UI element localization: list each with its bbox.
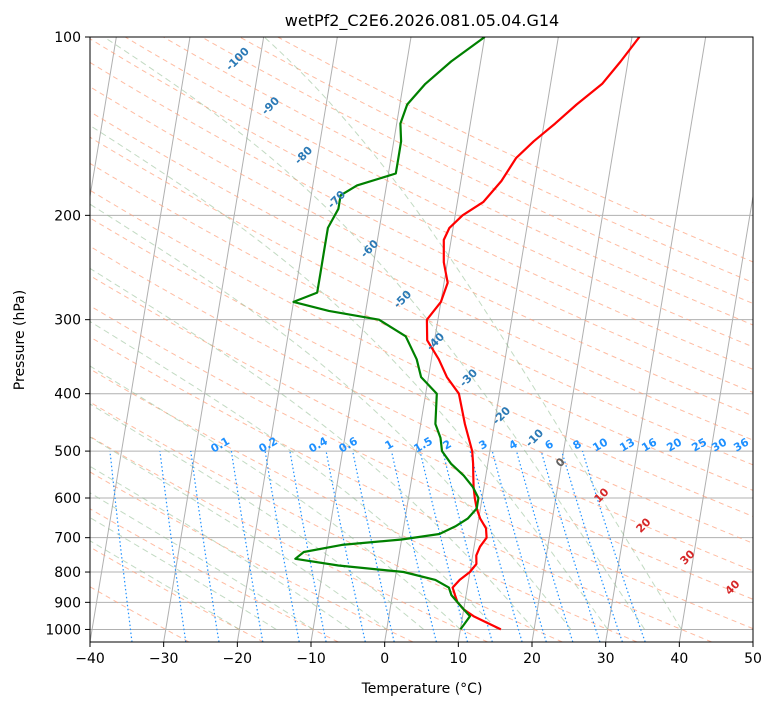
isotherm-line: [605, 37, 707, 642]
mixing-ratio-line: [581, 450, 646, 642]
mixing-ratio-line: [264, 451, 300, 642]
background-lines: [90, 37, 753, 642]
isotherm-line: [90, 37, 191, 642]
mixing-ratio-line: [469, 450, 523, 642]
dry-adiabat-line: [239, 37, 753, 284]
plot-frame: [89, 36, 754, 643]
mixing-ratio-line: [352, 450, 395, 642]
temperature-profile-line: [425, 37, 641, 631]
y-tick-label: 800: [54, 565, 81, 581]
dry-adiabat-line: [90, 162, 753, 491]
dry-adiabat-line: [90, 61, 753, 393]
x-tick-label: 20: [523, 651, 541, 667]
pressure-gridlines: [90, 36, 753, 630]
moist-adiabat-line: [90, 124, 609, 630]
dry-adiabat-line: [90, 245, 753, 572]
moist-adiabat-line: [263, 37, 682, 630]
x-tick-label: 0: [380, 651, 389, 667]
moist-adiabat-line: [90, 403, 424, 630]
x-tick-label: 10: [449, 651, 467, 667]
y-tick-label: 300: [54, 313, 81, 329]
moist-adiabat-line: [103, 37, 646, 630]
dry-adiabat-line: [90, 189, 753, 517]
y-tick-label: 900: [54, 595, 81, 611]
y-tick-label: 700: [54, 531, 81, 547]
dry-adiabat-line: [90, 217, 753, 544]
moist-adiabat-line: [90, 203, 572, 630]
dry-adiabat-line: [201, 37, 753, 305]
isotherm-line: [678, 193, 753, 642]
x-axis-title: Temperature (°C): [361, 681, 483, 697]
y-axis-title: Pressure (hPa): [12, 290, 28, 390]
isotherm-line: [457, 37, 559, 642]
dry-adiabat-line: [90, 38, 753, 370]
mixing-ratio-line: [561, 450, 623, 642]
y-tick-label: 200: [54, 208, 81, 224]
mixing-ratio-line: [491, 450, 547, 642]
y-tick-label: 400: [54, 387, 81, 403]
mixing-ratio-line: [325, 450, 366, 642]
isotherm-line: [384, 37, 486, 642]
y-axis-ticks: 100 200 300 400 500 600 700 800 900 1000: [45, 30, 90, 638]
moist-adiabat-line: [90, 365, 461, 630]
dewpoint-profile-line: [292, 37, 486, 631]
dry-adiabat-line: [90, 111, 753, 441]
x-tick-label: −40: [75, 651, 105, 667]
y-tick-label: 1000: [45, 622, 81, 638]
isotherm-line: [531, 37, 633, 642]
dry-adiabat-line: [90, 336, 712, 642]
moist-adiabat-line: [90, 320, 498, 630]
x-tick-label: 30: [597, 651, 615, 667]
y-tick-label: 100: [54, 30, 81, 46]
y-tick-label: 600: [54, 491, 81, 507]
mixing-ratio-line: [442, 450, 493, 642]
mixing-ratio-line: [390, 450, 437, 642]
dry-adiabat-line: [90, 508, 339, 642]
mixing-ratio-line: [230, 451, 264, 642]
dry-adiabat-line: [90, 86, 753, 417]
x-tick-label: −10: [296, 651, 326, 667]
x-tick-label: 50: [744, 651, 762, 667]
dry-adiabat-line: [90, 368, 638, 642]
mixing-ratio-line: [109, 451, 133, 642]
chart-title: wetPf2_C2E6.2026.081.05.04.G14: [285, 11, 559, 31]
mixing-ratio-line: [289, 450, 327, 642]
mixing-ratio-line: [190, 451, 220, 642]
x-tick-label: −20: [223, 651, 253, 667]
sounding-profiles: [292, 37, 641, 631]
moist-adiabat-line: [90, 465, 351, 630]
mixing-ratio-line: [419, 450, 469, 642]
mixing-ratio-line: [159, 451, 187, 642]
dry-adiabat-line: [90, 136, 753, 466]
moist-adiabat-line: [90, 267, 535, 630]
isotherm-line: [236, 37, 338, 642]
y-tick-label: 500: [54, 444, 81, 460]
dry-adiabat-line: [90, 401, 563, 642]
x-tick-label: −30: [149, 651, 179, 667]
x-axis-ticks: −40 −30 −20 −10 0 10 20 30 40 50: [75, 642, 762, 667]
x-tick-label: 40: [670, 651, 688, 667]
moist-adiabat-line: [90, 516, 277, 630]
isotherm-line: [90, 37, 117, 200]
mixing-ratio-line: [515, 450, 574, 642]
mixing-ratio-line: [540, 450, 601, 642]
